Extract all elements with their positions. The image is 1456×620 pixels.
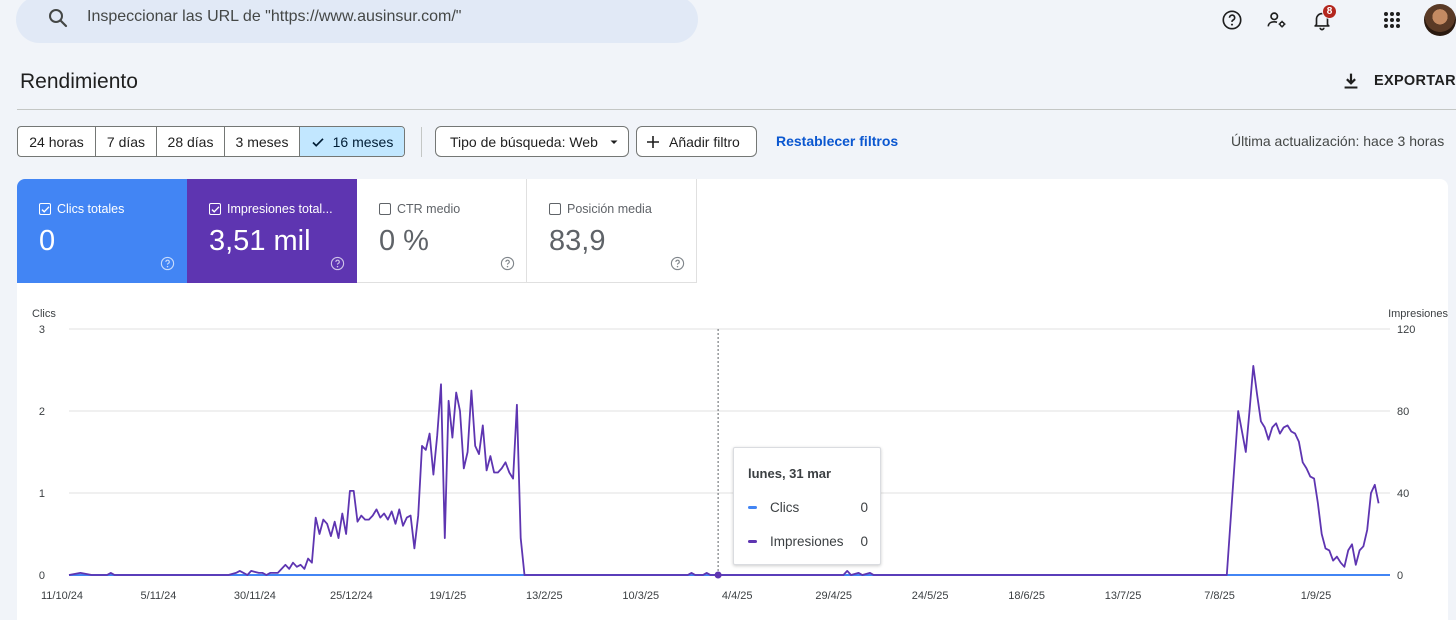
x-tick-label: 18/6/25 xyxy=(1008,590,1045,602)
add-filter-label: Añadir filtro xyxy=(669,133,740,150)
y-left-tick-label: 0 xyxy=(39,570,45,582)
download-icon xyxy=(1344,73,1358,89)
y-right-tick-label: 80 xyxy=(1397,406,1409,418)
checkbox-checked-icon xyxy=(39,203,51,215)
notification-count-badge: 8 xyxy=(1322,4,1337,19)
range-28-days[interactable]: 28 días xyxy=(157,127,225,156)
divider xyxy=(17,109,1456,110)
series-line-impressions xyxy=(68,365,1380,576)
top-bar: Inspeccionar las URL de "https://www.aus… xyxy=(0,0,1456,44)
y-right-tick-label: 40 xyxy=(1397,488,1409,500)
y-right-tick-label: 120 xyxy=(1397,324,1415,336)
range-16-months[interactable]: 16 meses xyxy=(300,127,404,156)
metric-value: 0 % xyxy=(379,225,429,257)
reset-filters-link[interactable]: Restablecer filtros xyxy=(776,133,899,149)
performance-chart[interactable]: Clics Impresiones 3 120 2 80 1 40 0 0 11/10/24 5/11… xyxy=(17,179,1448,620)
checkbox-unchecked-icon xyxy=(549,203,561,215)
tooltip-value: 0 xyxy=(860,533,868,549)
range-3-months[interactable]: 3 meses xyxy=(225,127,300,156)
tooltip-row-clicks: Clics 0 xyxy=(748,499,868,515)
range-16-months-label: 16 meses xyxy=(332,133,394,150)
search-type-dropdown[interactable]: Tipo de búsqueda: Web xyxy=(435,126,629,157)
add-filter-button[interactable]: Añadir filtro xyxy=(636,126,757,157)
metric-total-impressions[interactable]: Impresiones total... 3,51 mil xyxy=(187,179,357,283)
x-tick-label: 29/4/25 xyxy=(815,590,852,602)
metric-total-clicks[interactable]: Clics totales 0 xyxy=(17,179,187,283)
plus-icon xyxy=(647,135,659,148)
x-tick-label: 24/5/25 xyxy=(912,590,949,602)
metric-average-position[interactable]: Posición media 83,9 xyxy=(527,179,697,283)
manage-users-icon[interactable] xyxy=(1264,7,1290,33)
y-right-tick-label: 0 xyxy=(1397,570,1403,582)
date-range-selector: 24 horas 7 días 28 días 3 meses 16 meses xyxy=(17,126,405,157)
y-left-tick-label: 2 xyxy=(39,406,45,418)
x-tick-label: 10/3/25 xyxy=(622,590,659,602)
legend-impressions-swatch xyxy=(748,539,757,543)
legend-clicks-swatch xyxy=(748,505,757,509)
search-placeholder: Inspeccionar las URL de "https://www.aus… xyxy=(87,8,462,25)
x-tick-label: 5/11/24 xyxy=(141,590,177,602)
apps-grid-icon[interactable] xyxy=(1379,7,1405,33)
help-icon[interactable] xyxy=(160,256,175,271)
help-icon[interactable] xyxy=(670,256,685,271)
x-tick-label: 1/9/25 xyxy=(1301,590,1332,602)
search-icon xyxy=(49,9,68,28)
export-button[interactable]: EXPORTAR xyxy=(1340,69,1456,93)
help-icon[interactable] xyxy=(330,256,345,271)
dropdown-arrow-icon xyxy=(610,140,618,144)
chart-tooltip: lunes, 31 mar Clics 0 Impresiones 0 xyxy=(733,447,881,565)
hover-point xyxy=(714,571,722,579)
metric-average-ctr[interactable]: CTR medio 0 % xyxy=(357,179,527,283)
performance-card: Clics totales 0 Impresiones total... 3,5… xyxy=(17,179,1448,620)
filter-separator xyxy=(421,127,422,157)
metric-value: 83,9 xyxy=(549,225,606,257)
range-24-hours[interactable]: 24 horas xyxy=(18,127,96,156)
search-type-label: Tipo de búsqueda: Web xyxy=(450,133,598,150)
x-tick-label: 19/1/25 xyxy=(429,590,466,602)
metric-label: Posición media xyxy=(567,202,652,216)
help-icon[interactable] xyxy=(1219,7,1245,33)
y-axis-right-label: Impresiones xyxy=(1388,308,1448,320)
tooltip-date: lunes, 31 mar xyxy=(748,466,832,481)
tooltip-value: 0 xyxy=(860,499,868,515)
x-tick-label: 7/8/25 xyxy=(1204,590,1235,602)
x-tick-label: 30/11/24 xyxy=(234,590,276,602)
help-icon[interactable] xyxy=(500,256,515,271)
x-tick-label: 25/12/24 xyxy=(330,590,373,602)
y-left-tick-label: 1 xyxy=(39,488,45,500)
tooltip-label: Impresiones xyxy=(770,533,844,549)
metric-value: 3,51 mil xyxy=(209,225,311,257)
metric-label: CTR medio xyxy=(397,202,461,216)
x-tick-label: 13/7/25 xyxy=(1105,590,1142,602)
y-axis-left-label: Clics xyxy=(32,308,56,320)
checkbox-unchecked-icon xyxy=(379,203,391,215)
checkbox-checked-icon xyxy=(209,203,221,215)
x-tick-label: 11/10/24 xyxy=(41,590,83,602)
url-inspection-search[interactable]: Inspeccionar las URL de "https://www.aus… xyxy=(16,0,698,43)
last-update-text: Última actualización: hace 3 horas xyxy=(1231,133,1445,149)
metric-label: Impresiones total... xyxy=(227,202,333,216)
tooltip-row-impressions: Impresiones 0 xyxy=(748,533,868,549)
avatar[interactable] xyxy=(1424,4,1456,36)
export-label: EXPORTAR xyxy=(1374,73,1456,89)
x-tick-label: 4/4/25 xyxy=(722,590,753,602)
range-7-days[interactable]: 7 días xyxy=(96,127,157,156)
x-tick-label: 13/2/25 xyxy=(526,590,563,602)
y-left-tick-label: 3 xyxy=(39,324,45,336)
page-title: Rendimiento xyxy=(20,70,138,93)
check-icon xyxy=(312,137,324,147)
tooltip-label: Clics xyxy=(770,499,800,515)
metric-value: 0 xyxy=(39,225,56,257)
metric-label: Clics totales xyxy=(57,202,125,216)
